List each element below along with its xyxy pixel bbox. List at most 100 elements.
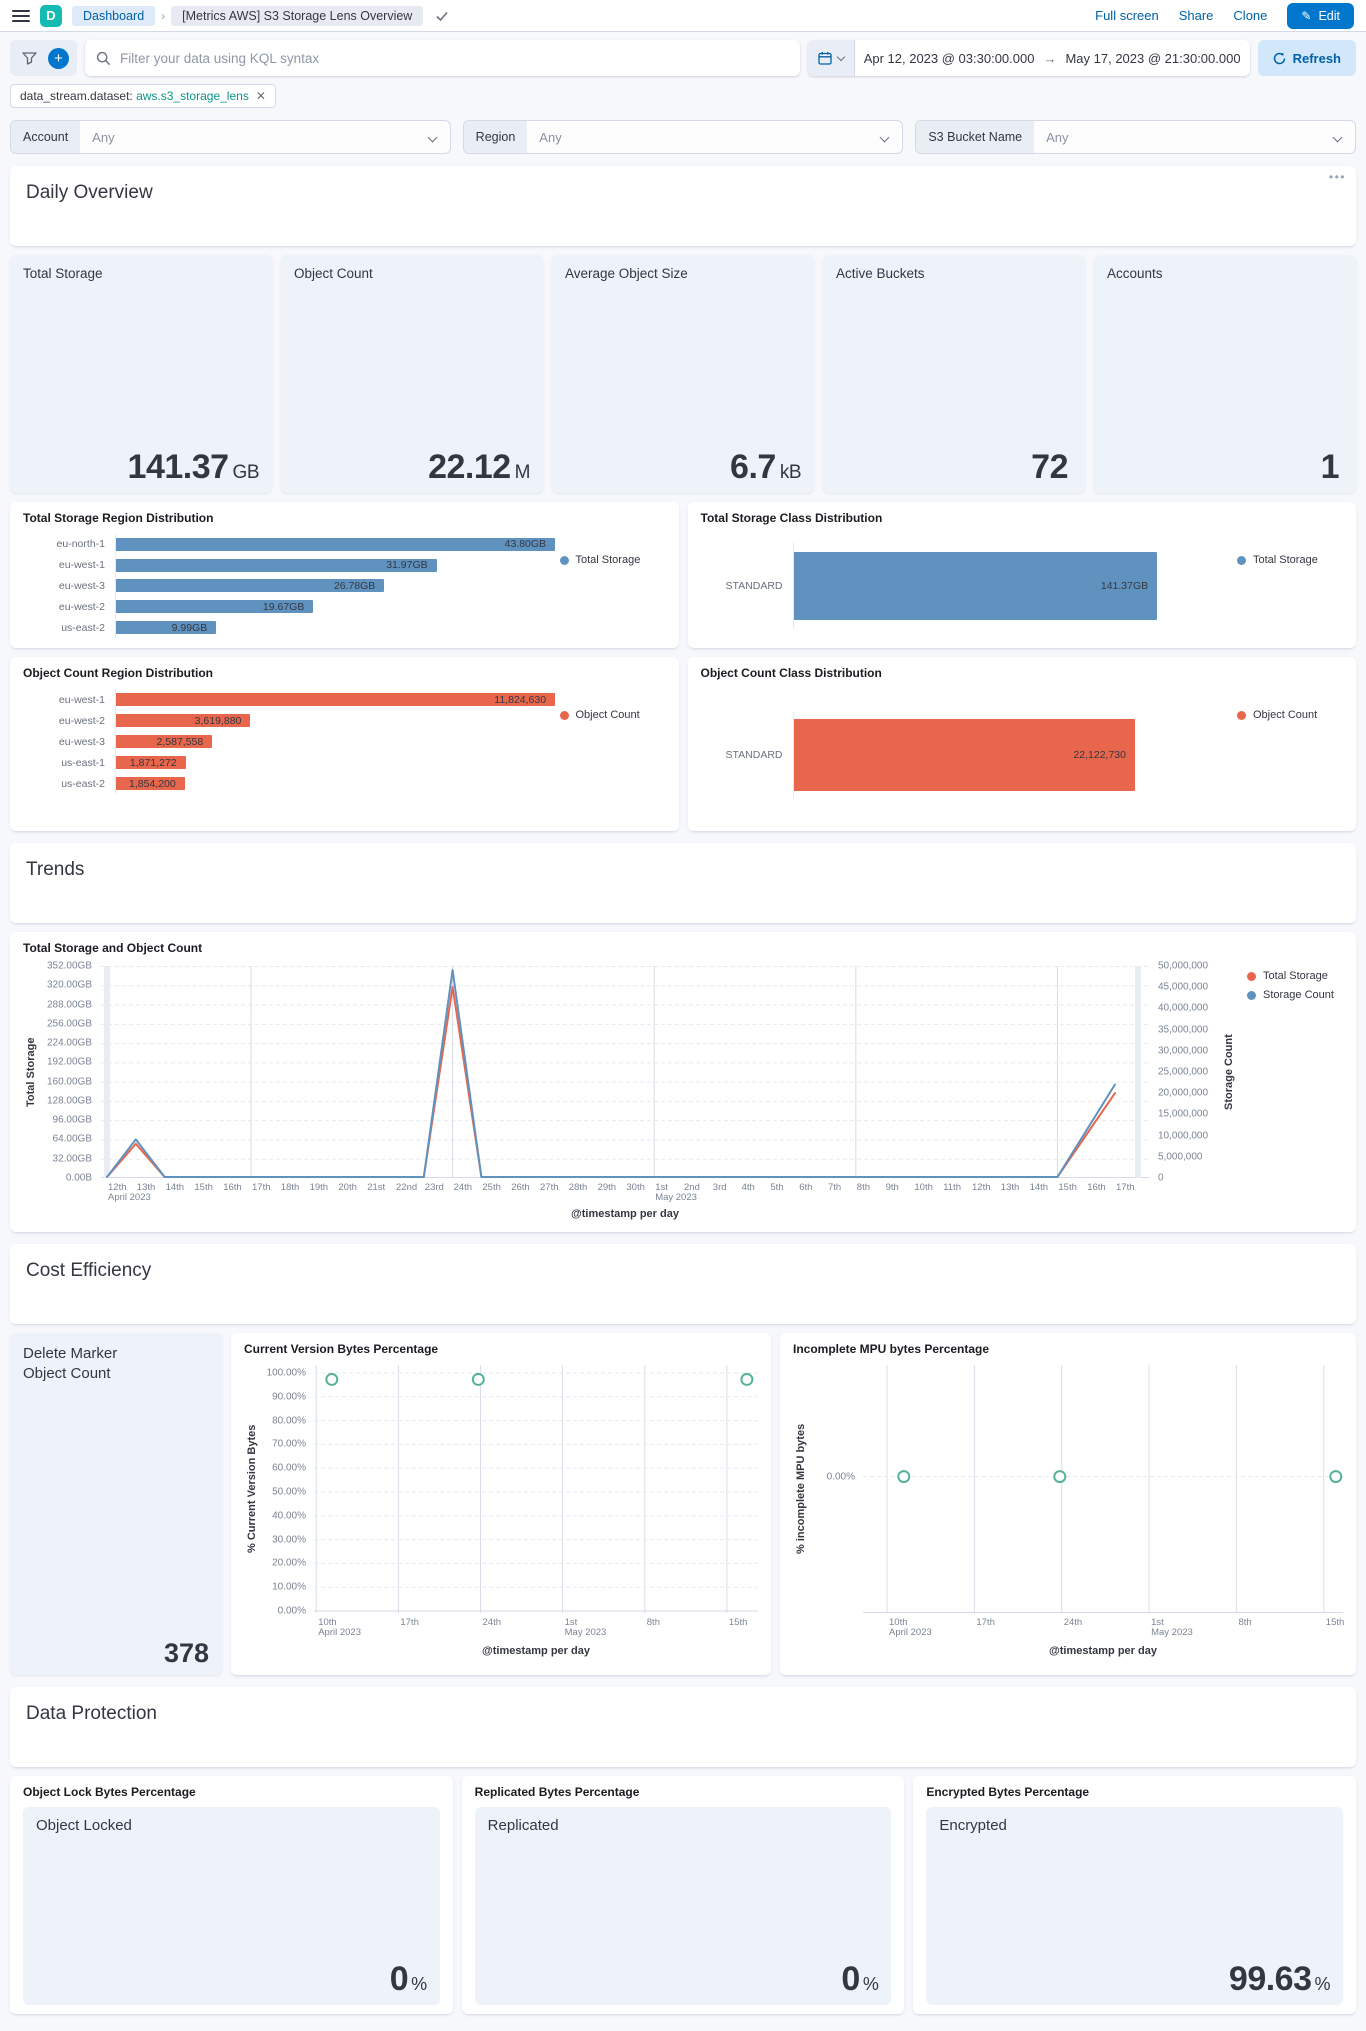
legend-dot: [559, 710, 569, 720]
legend-item[interactable]: Object Count: [1237, 709, 1343, 721]
axis-tick-label: 60.00%: [272, 1462, 306, 1474]
legend-item[interactable]: Object Count: [559, 709, 666, 721]
data-point-marker: [1053, 1470, 1067, 1484]
date-picker[interactable]: Apr 12, 2023 @ 03:30:00.000 → May 17, 20…: [807, 40, 1250, 76]
trends-plot[interactable]: [101, 966, 1149, 1178]
bar-value-label: 2,587,558: [156, 735, 204, 748]
card-value: 0%: [389, 1960, 427, 1998]
filter-button-group: +: [10, 40, 77, 76]
share-link[interactable]: Share: [1178, 8, 1214, 23]
axis-tick-label: 160.00GB: [46, 1076, 92, 1088]
panel-total-storage-region-distribution: Total Storage Region Distribution eu-nor…: [10, 502, 679, 648]
y-axis-ticks: 0.00%: [809, 1365, 863, 1613]
breadcrumb-dashboard[interactable]: Dashboard: [72, 5, 156, 26]
axis-tick-label: 20.00%: [272, 1557, 306, 1569]
bar-track: 31.97GB: [115, 554, 560, 576]
object-locked-card: Object Locked 0%: [23, 1807, 440, 2005]
space-avatar[interactable]: D: [40, 4, 62, 27]
region-dropdown[interactable]: Region Any: [462, 120, 904, 154]
s3-bucket-label: S3 Bucket Name: [916, 121, 1035, 153]
full-screen-link[interactable]: Full screen: [1095, 8, 1159, 23]
clone-link[interactable]: Clone: [1233, 8, 1268, 23]
metric-title: Object Count: [294, 266, 373, 281]
refresh-button[interactable]: Refresh: [1257, 40, 1356, 76]
metric-value: 1: [1320, 448, 1340, 486]
legend-label: Total Storage: [575, 554, 641, 566]
axis-tick-label: 80.00%: [272, 1415, 306, 1427]
axis-month-label: May 2023: [655, 1192, 697, 1203]
category-label: eu-north-1: [56, 538, 105, 551]
legend-item[interactable]: Storage Count: [1247, 989, 1343, 1001]
panel-title: Total Storage Region Distribution: [23, 511, 214, 525]
check-icon[interactable]: [435, 9, 449, 23]
legend-label: Total Storage: [1263, 970, 1328, 982]
bar-row: eu-west-1 31.97GB: [23, 554, 560, 576]
axis-tick-label: 17th: [1116, 1182, 1135, 1193]
dashboard-controls: Account Any Region Any S3 Bucket Name An…: [10, 120, 1357, 154]
y-axis-ticks: 100.00% 90.00% 80.00% 70.00% 60.00% 50.00% 40.…: [260, 1365, 314, 1617]
search-icon: [96, 51, 111, 65]
scatter-chart-svg: [314, 1365, 758, 1613]
category-label: eu-west-1: [58, 559, 105, 572]
account-dropdown[interactable]: Account Any: [10, 120, 451, 154]
panel-options-icon[interactable]: •••: [1328, 170, 1346, 184]
kql-search-box[interactable]: [85, 40, 800, 76]
data-point-marker: [325, 1372, 339, 1386]
search-input[interactable]: [120, 50, 789, 66]
axis-tick-label: 10.00%: [272, 1581, 306, 1593]
panel-replicated-bytes-percentage: Replicated Bytes Percentage Replicated 0…: [461, 1776, 905, 2014]
bar-value-label: 1,871,272: [129, 756, 177, 769]
x-axis-title: @timestamp per day: [1049, 1645, 1157, 1657]
filter-pill[interactable]: data_stream.dataset: aws.s3_storage_lens…: [10, 84, 276, 108]
axis-tick-label: 64.00GB: [52, 1133, 92, 1145]
breadcrumb-separator-icon: ›: [161, 8, 166, 23]
account-label: Account: [11, 121, 81, 153]
legend-item[interactable]: Total Storage: [1237, 554, 1343, 566]
date-range-start[interactable]: Apr 12, 2023 @ 03:30:00.000: [863, 50, 1035, 66]
y-axis-title: % incomplete MPU bytes: [795, 1423, 807, 1555]
metric-title: Active Buckets: [836, 266, 925, 281]
x-axis: 10th April 2023 17th 24th 1st May 2023 8th 15th: [863, 1613, 1344, 1643]
menu-icon[interactable]: [12, 8, 30, 24]
metric-cards-row: Total Storage 141.37 GB Object Count 22.1…: [10, 255, 1356, 493]
legend-item[interactable]: Total Storage: [559, 554, 666, 566]
encrypted-card: Encrypted 99.63%: [926, 1807, 1344, 2005]
section-title: Trends: [26, 859, 85, 880]
axis-tick-label: 256.00GB: [46, 1018, 92, 1030]
axis-tick-label: 16th: [1087, 1182, 1106, 1193]
date-range-end[interactable]: May 17, 2023 @ 21:30:00.000: [1065, 50, 1241, 66]
add-filter-button[interactable]: +: [48, 47, 69, 69]
bar-value-label: 141.37GB: [1100, 580, 1149, 592]
axis-tick-label: 13th: [1000, 1182, 1020, 1193]
axis-tick-label: 30.00%: [272, 1534, 306, 1546]
bar-value-label: 9.99GB: [171, 621, 208, 634]
axis-tick-label: 0.00%: [277, 1605, 306, 1617]
current-version-plot[interactable]: [314, 1365, 758, 1613]
panel-encrypted-bytes-percentage: Encrypted Bytes Percentage Encrypted 99.…: [913, 1776, 1357, 2014]
card-value: 99.63%: [1228, 1960, 1331, 1998]
remove-filter-icon[interactable]: ✕: [255, 89, 266, 103]
incomplete-mpu-plot[interactable]: [863, 1365, 1343, 1613]
query-bar: + Apr 12, 2023 @ 03:30:00.000 → May 17, …: [10, 40, 1356, 76]
s3-bucket-dropdown[interactable]: S3 Bucket Name Any: [915, 120, 1357, 154]
metric-average-object-size: Average Object Size 6.7 kB: [552, 255, 814, 493]
bar-row: eu-west-3 2,587,558: [23, 731, 560, 752]
filter-icon[interactable]: [16, 45, 42, 71]
bar-track: 19.67GB: [115, 596, 560, 618]
metric-object-count: Object Count 22.12 M: [281, 255, 543, 493]
date-quick-select[interactable]: [807, 40, 855, 76]
card-title: Delete Marker Object Count: [23, 1345, 118, 1383]
bar-track: 2,587,558: [115, 731, 560, 752]
card-title: Encrypted: [939, 1817, 1007, 1834]
panel-title: Object Count Class Distribution: [700, 666, 882, 680]
delete-marker-object-count-card: Delete Marker Object Count 378: [10, 1333, 222, 1675]
edit-button[interactable]: ✎ Edit: [1287, 2, 1354, 29]
object-count-class-chart: STANDARD 22,122,730: [701, 689, 1238, 821]
axis-tick-label: 90.00%: [272, 1391, 306, 1403]
legend-item[interactable]: Total Storage: [1247, 970, 1343, 982]
panel-title: Current Version Bytes Percentage: [244, 1342, 439, 1356]
legend-dot: [559, 555, 569, 565]
axis-tick-label: 11th: [943, 1182, 961, 1193]
axis-tick-label: 28th: [568, 1182, 588, 1193]
metric-title: Average Object Size: [565, 266, 688, 281]
